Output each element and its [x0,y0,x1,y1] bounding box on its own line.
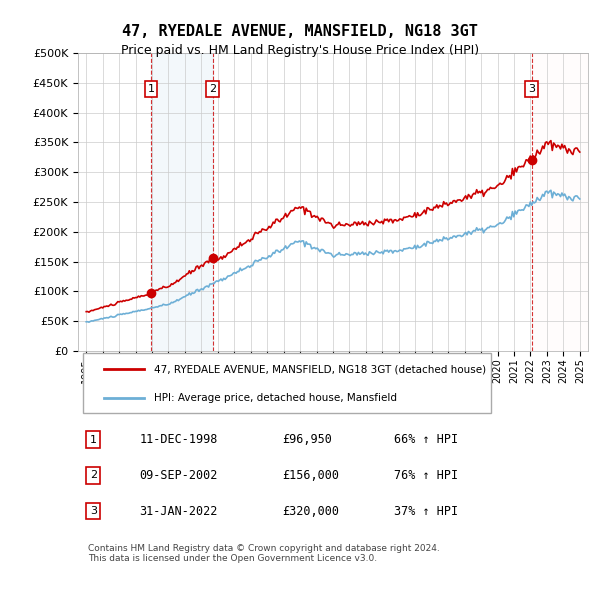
Text: 37% ↑ HPI: 37% ↑ HPI [394,504,458,517]
Text: 76% ↑ HPI: 76% ↑ HPI [394,469,458,482]
Text: 1: 1 [148,84,155,94]
Text: 3: 3 [528,84,535,94]
Text: Price paid vs. HM Land Registry's House Price Index (HPI): Price paid vs. HM Land Registry's House … [121,44,479,57]
Bar [151,53,213,351]
Bar [532,53,588,351]
Text: 3: 3 [90,506,97,516]
Text: Contains HM Land Registry data © Crown copyright and database right 2024.
This d: Contains HM Land Registry data © Crown c… [88,543,440,563]
Text: HPI: Average price, detached house, Mansfield: HPI: Average price, detached house, Mans… [155,392,398,402]
Text: 11-DEC-1998: 11-DEC-1998 [139,433,218,446]
Text: 66% ↑ HPI: 66% ↑ HPI [394,433,458,446]
Text: 1: 1 [90,435,97,445]
Text: 47, RYEDALE AVENUE, MANSFIELD, NG18 3GT: 47, RYEDALE AVENUE, MANSFIELD, NG18 3GT [122,24,478,38]
Text: £320,000: £320,000 [282,504,339,517]
Text: £156,000: £156,000 [282,469,339,482]
Text: 2: 2 [209,84,217,94]
Text: £96,950: £96,950 [282,433,332,446]
Text: 2: 2 [90,470,97,480]
Text: 09-SEP-2002: 09-SEP-2002 [139,469,218,482]
Text: 47, RYEDALE AVENUE, MANSFIELD, NG18 3GT (detached house): 47, RYEDALE AVENUE, MANSFIELD, NG18 3GT … [155,364,487,374]
Text: 31-JAN-2022: 31-JAN-2022 [139,504,218,517]
FancyBboxPatch shape [83,353,491,413]
